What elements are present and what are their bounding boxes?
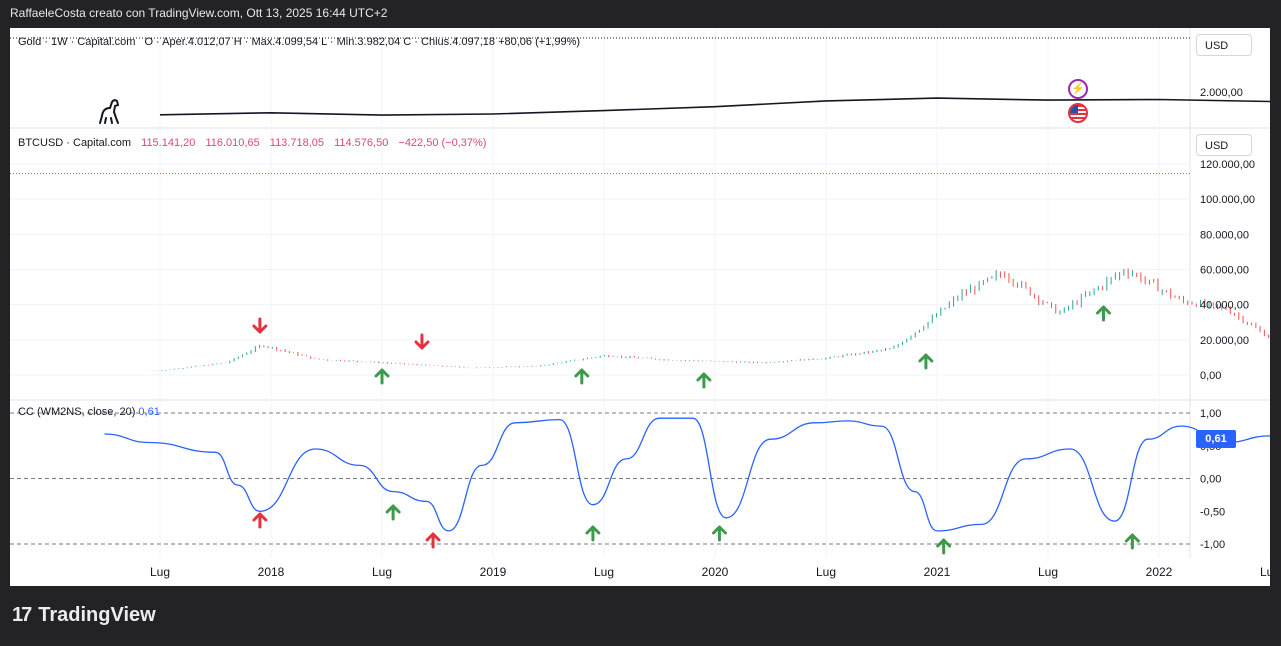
x-tick-label: Lug [816,565,836,579]
x-tick-label: 2022 [1146,565,1173,579]
x-tick-label: Lug [150,565,170,579]
lightning-icon[interactable]: ⚡ [1068,79,1088,99]
btc-y-tick-label: 0,00 [1200,370,1221,382]
x-tick-label: Lug [372,565,392,579]
arrow-up-icon [252,512,268,529]
cc-y-tick-label: 0,00 [1200,474,1221,486]
gold-price-label: 2.000,00 [1200,87,1243,99]
arrow-up-icon [1124,533,1140,550]
arrow-down-icon [414,333,430,350]
btc-y-tick-label: 60.000,00 [1200,265,1249,277]
x-tick-label: 2021 [924,565,951,579]
cc-series-line [104,417,1270,532]
btc-change: −422,50 (−0,37%) [398,137,487,149]
btc-y-tick-label: 120.000,00 [1200,159,1255,171]
cc-y-tick-label: -0,50 [1200,506,1225,518]
btc-close: 114.576,50 [334,137,389,149]
btc-legend: BTCUSD · Capital.com 115.141,20 116.010,… [18,137,493,149]
btc-y-tick-label: 40.000,00 [1200,300,1249,312]
arrow-up-icon [385,504,401,521]
tradingview-logo-icon: 17 [12,604,32,626]
cc-label: CC (WM2NS, close, 20) [18,406,136,418]
btc-y-tick-label: 80.000,00 [1200,229,1249,241]
arrow-up-icon [1096,305,1111,322]
gold-ohlc: O · Aper.4.012,07 H · Max.4.099,54 L · M… [144,36,581,48]
btc-high: 116.010,65 [205,137,260,149]
gold-series-line [159,97,1270,116]
gold-legend: Gold · 1W · Capital.com O · Aper.4.012,0… [18,36,580,48]
chart-canvas[interactable]: Lug 2018 Lug 2019 Lug 2020 Lug 2021 Lug 2022 Lug 20… [10,28,1270,586]
arrow-up-icon [574,368,590,385]
x-tick-label: Lug [594,565,614,579]
gold-symbol: Gold · 1W · Capital.com [18,36,136,48]
cc-y-tick-label: 1,00 [1200,408,1221,420]
x-tick-label: Lug [1038,565,1058,579]
us-flag-icon[interactable] [1068,103,1088,123]
btc-currency-button[interactable]: USD [1196,134,1252,156]
x-tick-label: 2018 [258,565,285,579]
cc-legend: CC (WM2NS, close, 20) 0,61 [18,406,160,418]
tradingview-logo[interactable]: 17 TradingView [12,604,156,627]
x-tick-label: 2019 [480,565,507,579]
arrow-up-icon [585,525,601,542]
btc-open: 115.141,20 [141,137,196,149]
gold-currency-button[interactable]: USD [1196,34,1252,56]
cc-value: 0,61 [138,406,160,418]
chart-frame[interactable]: Lug 2018 Lug 2019 Lug 2020 Lug 2021 Lug 2022 Lug 20… [10,28,1270,586]
btc-symbol: BTCUSD · Capital.com [18,137,132,149]
chart-header: RaffaeleCosta creato con TradingView.com… [10,6,388,20]
arrow-down-icon [252,317,268,334]
btc-y-tick-label: 100.000,00 [1200,194,1255,206]
x-tick-label: Lug [1260,565,1270,579]
x-tick-label: 2020 [702,565,729,579]
footer-brand: TradingView [38,604,156,626]
cc-current-badge: 0,61 [1196,430,1236,448]
arrow-up-icon [696,372,712,389]
arrow-up-icon [711,525,727,542]
arrow-up-icon [374,368,390,385]
arrow-up-icon [918,353,934,370]
btc-y-tick-label: 20.000,00 [1200,335,1249,347]
cc-y-tick-label: -1,00 [1200,539,1225,551]
arrow-up-icon [936,538,952,555]
dino-icon [96,98,124,131]
arrow-up-icon [425,532,441,549]
btc-low: 113.718,05 [269,137,325,149]
